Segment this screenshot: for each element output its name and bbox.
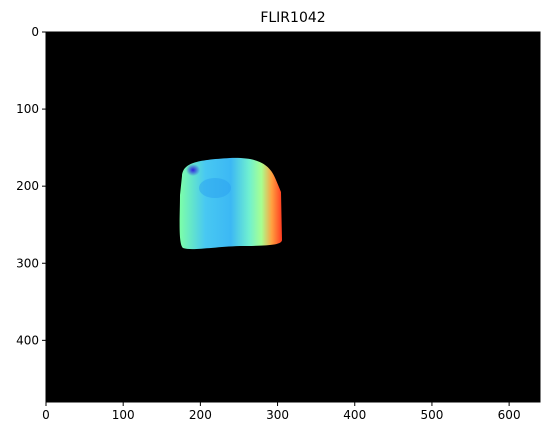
y-tick-label: 300 — [16, 256, 39, 270]
x-tick-label: 500 — [420, 408, 443, 422]
cold-spot — [186, 164, 200, 176]
y-tick-label: 400 — [16, 333, 39, 347]
axes-frame — [45, 31, 541, 403]
x-tick-label: 600 — [498, 408, 521, 422]
chart-title: FLIR1042 — [260, 10, 325, 26]
y-tick-label: 0 — [31, 25, 39, 39]
y-tick-label: 100 — [16, 102, 39, 116]
x-tick-label: 100 — [112, 408, 135, 422]
x-tick-label: 300 — [266, 408, 289, 422]
x-tick-label: 0 — [42, 408, 50, 422]
y-tick-label: 200 — [16, 179, 39, 193]
cool-area — [199, 178, 231, 198]
image-background — [46, 32, 540, 402]
x-tick-label: 400 — [343, 408, 366, 422]
x-tick-label: 200 — [189, 408, 212, 422]
